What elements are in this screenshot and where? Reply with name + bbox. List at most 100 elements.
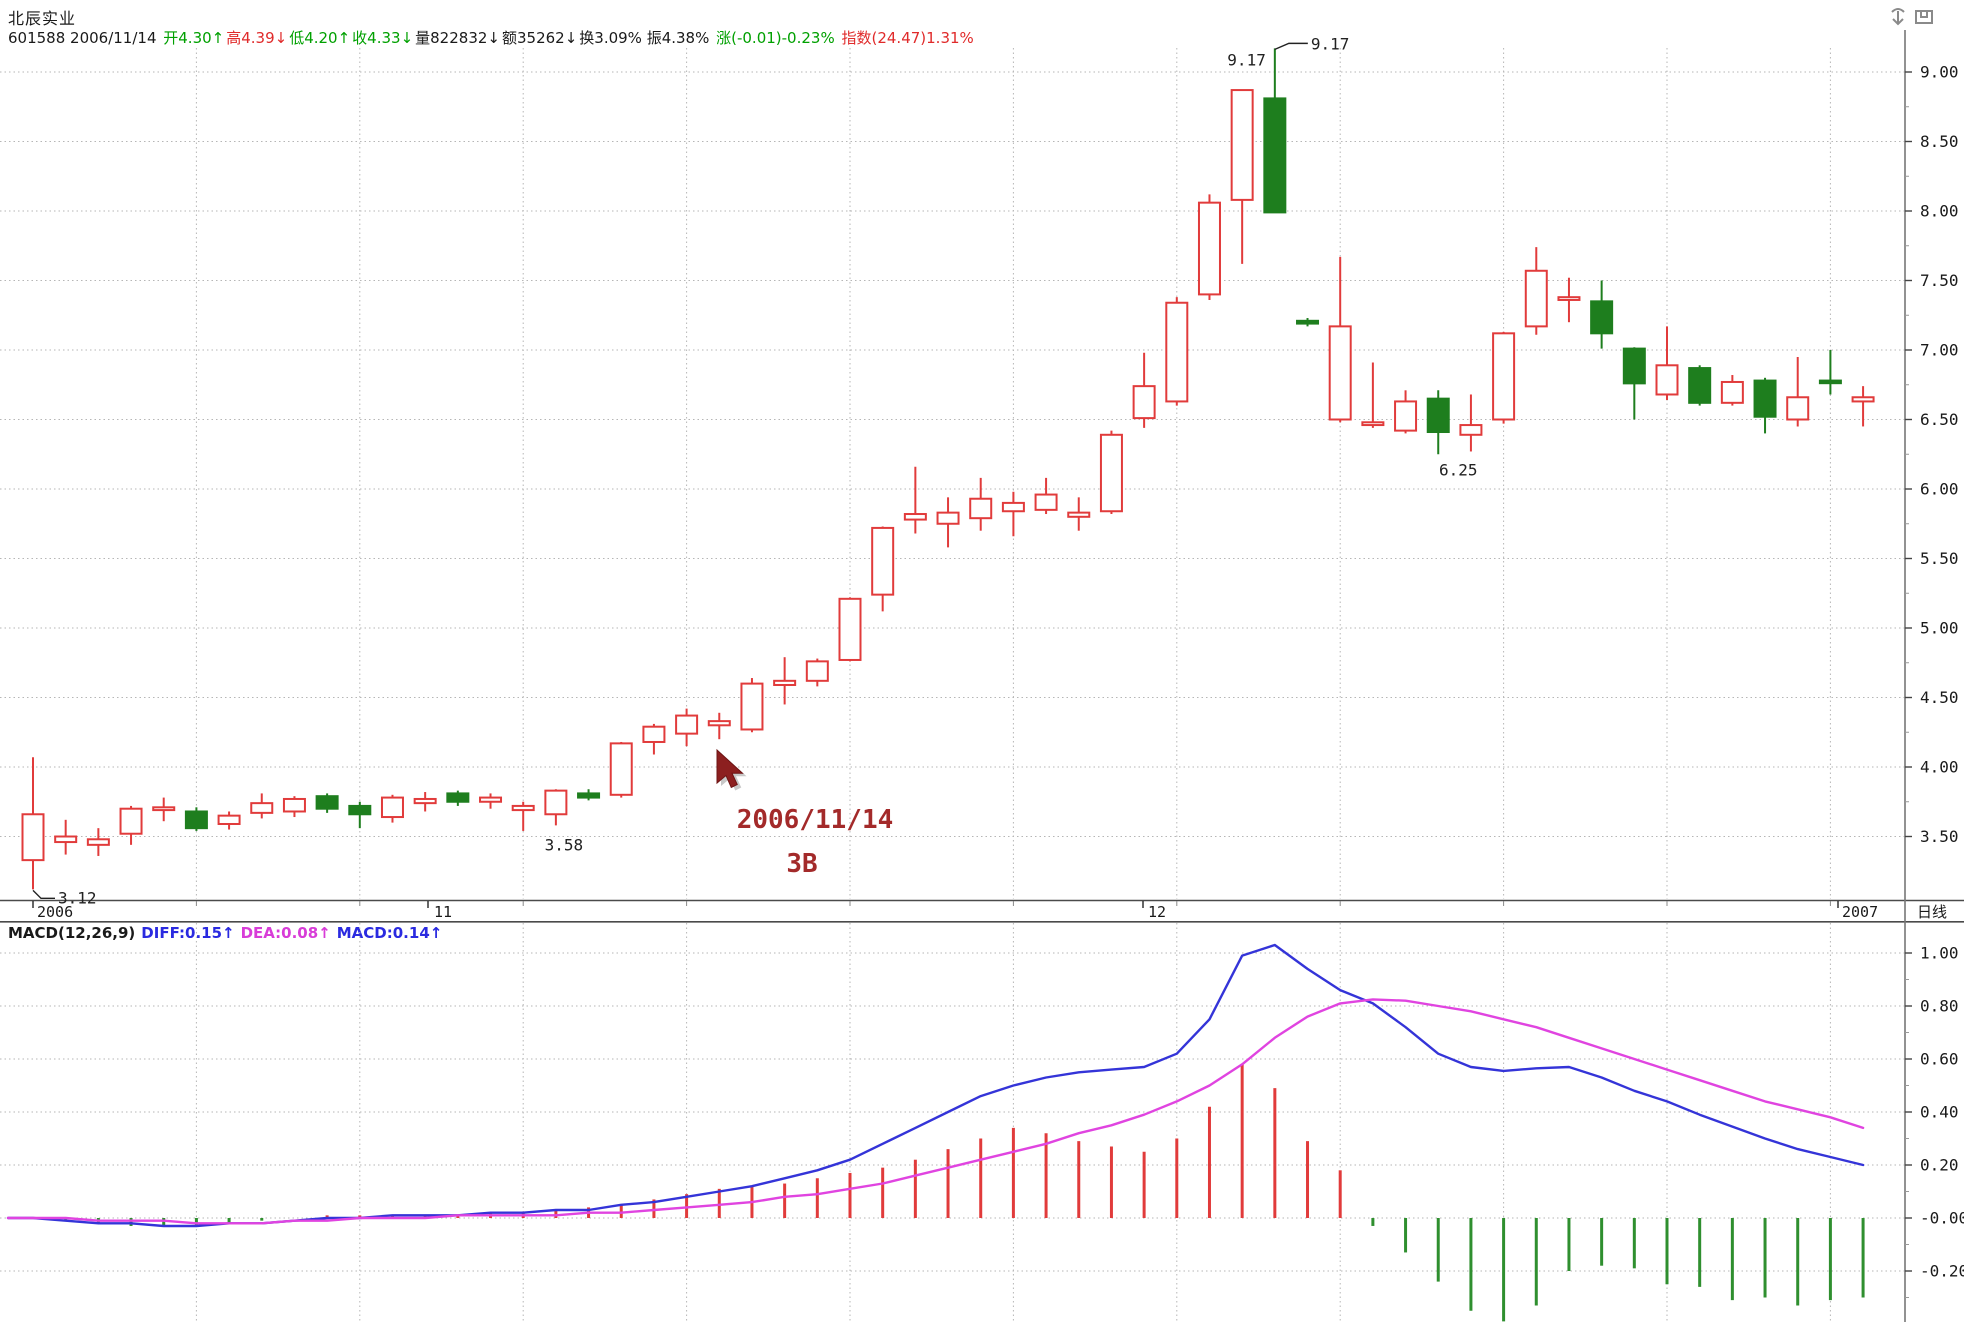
candle[interactable] bbox=[1230, 89, 1254, 264]
svg-text:0.80: 0.80 bbox=[1920, 997, 1959, 1016]
quote-field: 换3.09% 振4.38% bbox=[579, 29, 715, 47]
candle[interactable] bbox=[1655, 326, 1679, 401]
quote-field: 指数(24.47)1.31% bbox=[841, 29, 974, 47]
candle[interactable] bbox=[773, 657, 797, 705]
candle[interactable] bbox=[1524, 247, 1548, 335]
svg-text:4.50: 4.50 bbox=[1920, 688, 1959, 707]
candle[interactable] bbox=[380, 794, 404, 823]
candle[interactable] bbox=[1720, 375, 1744, 406]
candle[interactable] bbox=[544, 789, 568, 826]
candle[interactable] bbox=[54, 819, 78, 855]
candle[interactable] bbox=[511, 801, 535, 831]
svg-text:0.60: 0.60 bbox=[1920, 1050, 1959, 1069]
candle[interactable] bbox=[1459, 394, 1483, 452]
candle[interactable] bbox=[1753, 377, 1777, 434]
candle[interactable] bbox=[1361, 362, 1385, 428]
stock-title: 北辰实业 bbox=[8, 9, 77, 28]
candle[interactable] bbox=[119, 805, 143, 845]
candle[interactable] bbox=[1328, 256, 1352, 423]
candle[interactable] bbox=[609, 741, 633, 798]
candle[interactable] bbox=[184, 807, 208, 831]
candlestick-series[interactable] bbox=[21, 48, 1875, 890]
candle[interactable] bbox=[315, 793, 339, 813]
candle[interactable] bbox=[152, 797, 176, 822]
svg-text:3.12: 3.12 bbox=[58, 888, 97, 907]
quote-field: 高4.39↓ bbox=[226, 29, 288, 47]
date-label: 2007 bbox=[1842, 903, 1878, 921]
candle[interactable] bbox=[1492, 331, 1516, 424]
candle[interactable] bbox=[707, 712, 731, 740]
candle[interactable] bbox=[21, 757, 45, 890]
gridlines bbox=[0, 48, 1905, 1322]
candle[interactable] bbox=[86, 828, 110, 856]
candle[interactable] bbox=[282, 796, 306, 818]
candle[interactable] bbox=[871, 526, 895, 612]
period-label[interactable]: 日线 bbox=[1917, 903, 1947, 921]
candle[interactable] bbox=[642, 723, 666, 755]
svg-text:1.00: 1.00 bbox=[1920, 944, 1959, 963]
svg-text:7.00: 7.00 bbox=[1920, 341, 1959, 360]
svg-text:9.00: 9.00 bbox=[1920, 63, 1959, 82]
right-axis: 9.00 8.50 8.00 7.50 7.00 6.50 6.00 5.50 5.00 4.50… bbox=[1905, 63, 1964, 1298]
candle[interactable] bbox=[740, 678, 764, 733]
candle[interactable] bbox=[1296, 318, 1320, 327]
candle[interactable] bbox=[1426, 390, 1450, 455]
date-axis[interactable]: 2006 11 12 2007 日线 bbox=[32, 901, 1947, 921]
candle[interactable] bbox=[838, 597, 862, 662]
svg-text:5.00: 5.00 bbox=[1920, 619, 1959, 638]
candle[interactable] bbox=[1034, 477, 1058, 515]
candle[interactable] bbox=[1688, 365, 1712, 406]
date-label: 12 bbox=[1148, 903, 1166, 921]
panel-separators bbox=[0, 30, 1964, 1322]
candle[interactable] bbox=[936, 497, 960, 548]
candle[interactable] bbox=[1590, 280, 1614, 349]
trade-annotation: 2006/11/14 3B bbox=[716, 748, 893, 879]
candle[interactable] bbox=[1067, 497, 1091, 531]
candle[interactable] bbox=[969, 477, 993, 531]
macd-indicator-header: MACD(12,26,9) DIFF:0.15↑ DEA:0.08↑ MACD:0.1… bbox=[8, 924, 448, 942]
candle[interactable] bbox=[1001, 491, 1025, 537]
scroll-down-icon[interactable] bbox=[1891, 8, 1905, 26]
candle[interactable] bbox=[1394, 390, 1418, 434]
candle[interactable] bbox=[250, 793, 274, 819]
candle[interactable] bbox=[1099, 430, 1123, 515]
price-point-labels: 3.12 3.58 6.25 9.17 9.17 bbox=[32, 34, 1478, 907]
svg-text:8.00: 8.00 bbox=[1920, 202, 1959, 221]
candle[interactable] bbox=[348, 801, 372, 829]
svg-text:-0.00: -0.00 bbox=[1920, 1209, 1964, 1228]
quote-field: 量822832↓ bbox=[415, 29, 500, 47]
candle[interactable] bbox=[1557, 277, 1581, 323]
candle[interactable] bbox=[1851, 386, 1875, 427]
candle[interactable] bbox=[446, 790, 470, 806]
candle[interactable] bbox=[903, 466, 927, 534]
candle[interactable] bbox=[217, 811, 241, 830]
quote-field: 开4.30↑ bbox=[163, 29, 225, 47]
candle[interactable] bbox=[1263, 48, 1287, 214]
toolbar-icons[interactable] bbox=[1891, 8, 1933, 26]
candle[interactable] bbox=[1197, 194, 1221, 300]
window-layout-icon[interactable] bbox=[1915, 10, 1933, 24]
macd-value-field: MACD:0.14↑ bbox=[336, 924, 443, 942]
svg-text:6.50: 6.50 bbox=[1920, 410, 1959, 429]
candle[interactable] bbox=[1132, 352, 1156, 428]
candle[interactable] bbox=[1165, 297, 1189, 406]
candle[interactable] bbox=[1818, 350, 1842, 395]
svg-text:0.40: 0.40 bbox=[1920, 1103, 1959, 1122]
date-label: 11 bbox=[434, 903, 452, 921]
svg-text:7.50: 7.50 bbox=[1920, 271, 1959, 290]
candle[interactable] bbox=[577, 789, 601, 801]
svg-text:3.58: 3.58 bbox=[545, 835, 584, 854]
candle[interactable] bbox=[1622, 347, 1646, 420]
svg-text:5.50: 5.50 bbox=[1920, 549, 1959, 568]
candle[interactable] bbox=[805, 658, 829, 687]
candle[interactable] bbox=[413, 792, 437, 812]
candle[interactable] bbox=[479, 793, 503, 809]
callout-signal-label: 3B bbox=[786, 849, 817, 879]
candle[interactable] bbox=[1786, 356, 1810, 427]
quote-field: 额35262↓ bbox=[501, 29, 578, 47]
candle[interactable] bbox=[675, 708, 699, 747]
macd-value-field: MACD(12,26,9) bbox=[8, 924, 136, 942]
quote-field: 涨(-0.01)-0.23% bbox=[716, 29, 840, 47]
